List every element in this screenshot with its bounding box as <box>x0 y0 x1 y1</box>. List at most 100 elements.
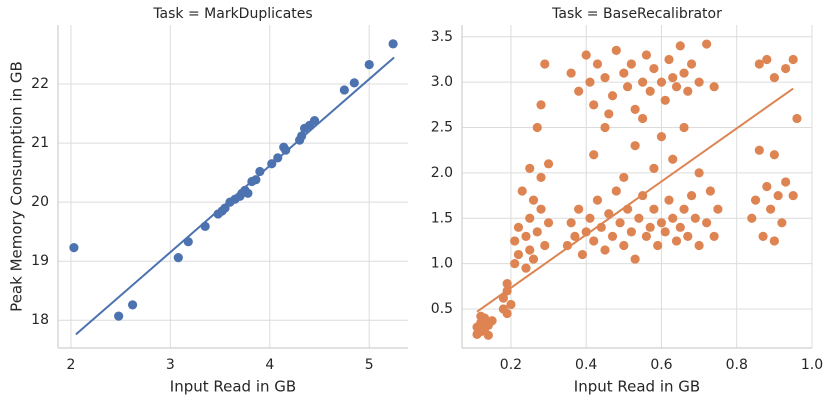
x-tick-label: 5 <box>365 357 374 373</box>
data-point <box>619 68 629 78</box>
data-point <box>664 54 674 65</box>
data-point <box>694 240 704 251</box>
data-point <box>114 311 124 321</box>
data-point <box>281 145 291 155</box>
regression-line <box>75 56 395 336</box>
data-point <box>487 316 497 326</box>
data-point <box>645 222 655 232</box>
data-point <box>626 59 636 69</box>
data-point <box>255 166 265 177</box>
data-point <box>566 68 576 78</box>
data-point <box>702 218 712 228</box>
data-point <box>686 59 697 69</box>
data-point <box>69 243 79 253</box>
data-point <box>788 190 798 201</box>
data-point <box>543 159 554 169</box>
data-point <box>589 150 599 160</box>
data-point <box>615 218 625 228</box>
data-point <box>510 236 520 246</box>
y-tick-label: 18 <box>31 312 49 328</box>
data-point <box>581 50 591 60</box>
x-tick-label: 2 <box>66 357 75 373</box>
y-axis-label: Peak Memory Consumption in GB <box>8 61 26 312</box>
data-point <box>683 231 693 242</box>
data-point <box>641 231 652 242</box>
data-point <box>668 213 678 223</box>
x-tick-label: 0.8 <box>726 357 748 373</box>
data-point <box>540 59 550 69</box>
data-point <box>679 204 689 214</box>
data-point <box>562 240 572 251</box>
data-point <box>671 82 682 92</box>
data-point <box>536 204 546 214</box>
data-point <box>502 308 512 319</box>
data-point <box>540 240 550 251</box>
data-point <box>309 116 320 126</box>
data-point <box>660 95 670 105</box>
data-point <box>641 50 652 60</box>
data-point <box>566 218 576 228</box>
data-point <box>762 181 772 192</box>
data-point <box>510 259 520 269</box>
data-point <box>664 195 674 205</box>
data-point <box>709 82 719 92</box>
data-point <box>668 73 678 83</box>
data-point <box>656 218 667 228</box>
data-point <box>649 163 659 173</box>
data-point <box>585 77 595 87</box>
data-point <box>525 213 535 223</box>
data-point <box>762 54 772 65</box>
data-point <box>536 172 546 183</box>
data-point <box>525 245 535 255</box>
x-axis-label: Input Read in GB <box>170 378 296 396</box>
data-point <box>630 104 640 114</box>
data-point <box>671 236 682 246</box>
regression-line <box>476 87 794 313</box>
data-point <box>528 195 539 205</box>
data-point <box>781 63 791 74</box>
data-point <box>600 122 610 133</box>
data-point <box>686 190 697 201</box>
data-point <box>517 186 527 196</box>
data-point <box>645 86 655 96</box>
data-point <box>747 213 757 223</box>
data-point <box>506 299 516 310</box>
data-point <box>574 86 584 96</box>
x-tick-label: 4 <box>265 357 274 373</box>
data-point <box>634 213 644 223</box>
panel-title: Task = MarkDuplicates <box>152 6 312 22</box>
y-tick-label: 0.5 <box>431 301 453 317</box>
data-point <box>585 213 595 223</box>
data-point <box>528 254 539 264</box>
data-point <box>536 100 546 110</box>
data-point <box>297 131 307 141</box>
data-point <box>626 227 636 237</box>
y-tick-label: 3.0 <box>431 74 453 90</box>
data-point <box>600 245 610 255</box>
data-point <box>694 77 704 87</box>
data-point <box>649 204 659 214</box>
y-tick-label: 21 <box>31 135 49 151</box>
data-point <box>570 231 580 242</box>
data-point <box>679 122 689 133</box>
data-point <box>675 222 685 232</box>
data-point <box>592 195 603 205</box>
x-tick-label: 0.4 <box>575 357 597 373</box>
data-point <box>766 204 776 214</box>
data-point <box>777 218 787 228</box>
data-point <box>604 109 614 119</box>
data-point <box>513 249 524 260</box>
data-point <box>754 145 764 155</box>
data-point <box>638 77 648 87</box>
data-point <box>532 122 542 133</box>
data-point <box>513 222 524 232</box>
x-tick-label: 3 <box>166 357 175 373</box>
data-point <box>483 330 493 340</box>
data-point <box>758 231 768 242</box>
data-point <box>656 77 667 87</box>
data-point <box>589 100 599 110</box>
data-point <box>656 131 667 142</box>
data-point <box>668 154 678 164</box>
data-point <box>521 263 531 273</box>
